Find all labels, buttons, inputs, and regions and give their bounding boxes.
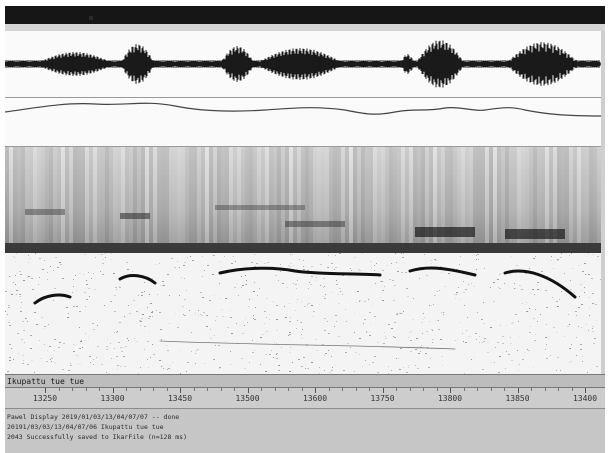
time-axis-minor-tick	[436, 388, 438, 391]
time-axis-minor-tick	[490, 388, 492, 391]
time-axis-minor-tick	[261, 388, 262, 391]
time-axis-minor-tick	[328, 388, 330, 391]
waveform-trace	[5, 40, 601, 88]
time-axis-minor-tick	[369, 388, 370, 391]
time-axis-minor-tick	[301, 388, 303, 391]
pitch-contour-pane[interactable]	[5, 98, 601, 147]
time-axis: 13250 13300 13450 13500 13600 13750 13800 13850…	[5, 388, 605, 408]
time-axis-minor-tick	[274, 388, 276, 391]
time-axis-tick	[517, 388, 519, 393]
time-axis-minor-tick	[504, 388, 505, 391]
toolbar-gap	[5, 24, 605, 31]
time-axis-minor-tick	[166, 388, 168, 391]
time-axis-minor-tick	[207, 388, 208, 391]
pitch-track-noise	[5, 253, 601, 374]
status-log-line: Pawel Display 2019/01/03/13/04/07/07 -- …	[7, 413, 180, 421]
waveform-pane[interactable]	[5, 31, 601, 98]
time-axis-minor-tick	[423, 388, 424, 391]
spectrogram-low-band	[5, 243, 601, 253]
time-axis-minor-tick	[531, 388, 532, 391]
time-axis-minor-tick	[153, 388, 154, 391]
time-axis-tick	[247, 388, 249, 393]
utterance-label: Ikupattu tue tue	[5, 374, 605, 388]
time-axis-minor-tick	[139, 388, 141, 391]
time-axis-tick-label: 13600	[302, 394, 328, 403]
title-marker	[89, 16, 93, 20]
time-axis-minor-tick	[396, 388, 397, 391]
spectrogram-pane[interactable]	[5, 147, 601, 253]
signal-viewer: Ikupattu tue tue 13250 13300 13450 13500 136…	[5, 6, 605, 453]
time-axis-minor-tick	[571, 388, 573, 391]
spectrogram-formants	[25, 205, 565, 239]
time-axis-minor-tick	[193, 388, 195, 391]
waveform-envelope	[5, 40, 601, 88]
time-axis-minor-tick	[126, 388, 127, 391]
pitch-track-pane[interactable]	[5, 253, 601, 374]
right-scroll-edge[interactable]	[601, 31, 605, 374]
status-log: Pawel Display 2019/01/03/13/04/07/07 -- …	[5, 408, 605, 453]
time-axis-tick-label: 13250	[32, 394, 58, 403]
time-axis-tick-label: 13500	[235, 394, 260, 403]
pitch-contour	[5, 102, 601, 117]
status-log-line: 20191/03/03/13/04/07/06 Ikupattu tue tue	[7, 423, 164, 431]
time-axis-tick	[180, 388, 181, 393]
spectrogram-background	[5, 147, 601, 253]
time-axis-tick-label: 13400	[572, 394, 598, 403]
time-axis-tick	[315, 388, 316, 393]
time-axis-minor-tick	[409, 388, 411, 391]
pitch-curve	[5, 102, 601, 117]
time-axis-tick-label: 13450	[167, 394, 193, 403]
time-axis-tick	[112, 388, 114, 393]
pitch-track-image	[5, 253, 601, 374]
status-log-line: 2043 Successfully saved to IkarFile (n=1…	[7, 433, 188, 441]
time-axis-tick	[585, 388, 586, 393]
time-axis-tick-label: 13300	[100, 394, 125, 403]
time-axis-tick-label: 13850	[505, 394, 530, 403]
time-axis-minor-tick	[99, 388, 100, 391]
time-axis-minor-tick	[58, 388, 60, 391]
spectrogram-image	[5, 147, 601, 253]
title-strip	[5, 6, 605, 24]
time-axis-tick-label: 13800	[437, 394, 463, 403]
time-axis-minor-tick	[220, 388, 222, 391]
time-axis-minor-tick	[544, 388, 546, 391]
time-axis-minor-tick	[288, 388, 289, 391]
time-axis-minor-tick	[463, 388, 465, 391]
time-axis-tick	[45, 388, 46, 393]
time-axis-tick-label: 13750	[370, 394, 395, 403]
pitch-track-contours	[33, 266, 577, 350]
time-axis-minor-tick	[342, 388, 343, 391]
time-axis-minor-tick	[234, 388, 235, 391]
time-axis-minor-tick	[355, 388, 357, 391]
time-axis-minor-tick	[477, 388, 478, 391]
spectrogram-columns	[5, 147, 601, 243]
time-axis-minor-tick	[558, 388, 559, 391]
time-axis-minor-tick	[85, 388, 87, 391]
utterance-name-text: Ikupattu tue tue	[7, 377, 85, 386]
time-axis-tick	[450, 388, 451, 393]
time-axis-minor-tick	[72, 388, 73, 391]
time-axis-tick	[382, 388, 384, 393]
